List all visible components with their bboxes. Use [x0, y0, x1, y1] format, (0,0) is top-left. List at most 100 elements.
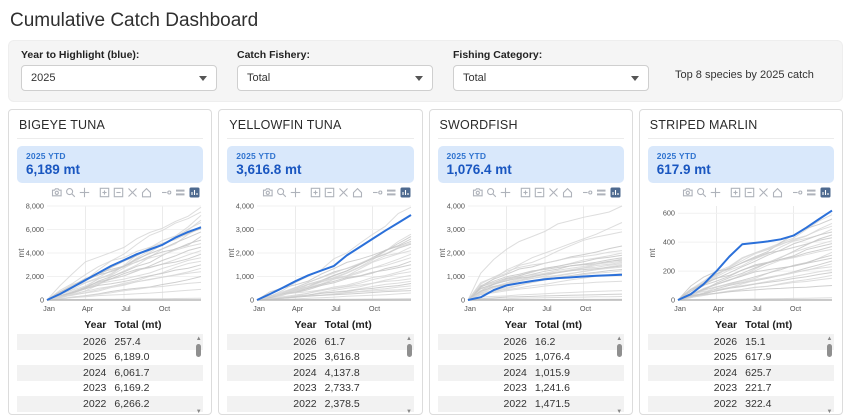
- zoom-icon[interactable]: [695, 187, 708, 198]
- zoom-in-icon[interactable]: [729, 187, 742, 198]
- camera-icon[interactable]: [261, 187, 274, 198]
- fishing-category-select[interactable]: Total: [453, 65, 649, 91]
- scroll-down-icon[interactable]: ▼: [827, 409, 833, 415]
- autoscale-icon[interactable]: [126, 187, 139, 198]
- table-scrollbar[interactable]: ▲▼: [405, 336, 414, 415]
- zoom-icon[interactable]: [275, 187, 288, 198]
- hover-closest-icon[interactable]: [371, 187, 384, 198]
- scroll-down-icon[interactable]: ▼: [196, 409, 202, 415]
- total-cell: 1,471.5: [531, 398, 624, 410]
- autoscale-icon[interactable]: [757, 187, 770, 198]
- year-highlight-select[interactable]: 2025: [21, 65, 217, 91]
- year-highlight-label: Year to Highlight (blue):: [21, 49, 217, 61]
- scrollbar-thumb[interactable]: [617, 344, 622, 357]
- zoom-in-icon[interactable]: [98, 187, 111, 198]
- scroll-up-icon[interactable]: ▲: [406, 336, 412, 342]
- zoom-in-icon[interactable]: [309, 187, 322, 198]
- svg-text:Apr: Apr: [502, 304, 514, 313]
- hover-closest-icon[interactable]: [581, 187, 594, 198]
- zoom-icon[interactable]: [485, 187, 498, 198]
- pan-icon[interactable]: [78, 187, 91, 198]
- hover-compare-icon[interactable]: [174, 187, 187, 198]
- table-row[interactable]: 20216,391.9: [17, 412, 203, 415]
- zoom-out-icon[interactable]: [533, 187, 546, 198]
- camera-icon[interactable]: [681, 187, 694, 198]
- camera-icon[interactable]: [50, 187, 63, 198]
- page-title: Cumulative Catch Dashboard: [10, 10, 843, 32]
- total-column-header: Total (mt): [321, 319, 414, 331]
- ytd-badge: 2025 YTD 3,616.8 mt: [227, 146, 413, 183]
- scroll-up-icon[interactable]: ▲: [196, 336, 202, 342]
- hover-compare-icon[interactable]: [595, 187, 608, 198]
- scroll-down-icon[interactable]: ▼: [616, 409, 622, 415]
- plotly-logo-icon[interactable]: [609, 187, 622, 198]
- scrollbar-thumb[interactable]: [407, 344, 412, 357]
- plotly-logo-icon[interactable]: [819, 187, 832, 198]
- scroll-down-icon[interactable]: ▼: [406, 409, 412, 415]
- scrollbar-thumb[interactable]: [196, 344, 201, 357]
- hover-closest-icon[interactable]: [791, 187, 804, 198]
- ytd-label: 2025 YTD: [26, 151, 194, 161]
- table-row[interactable]: 20212,433.7: [227, 412, 413, 415]
- plotly-logo-icon[interactable]: [399, 187, 412, 198]
- plotly-logo-icon[interactable]: [188, 187, 201, 198]
- table-scrollbar[interactable]: ▲▼: [194, 336, 203, 415]
- autoscale-icon[interactable]: [337, 187, 350, 198]
- table-scrollbar[interactable]: ▲▼: [825, 336, 834, 415]
- zoom-out-icon[interactable]: [743, 187, 756, 198]
- zoom-out-icon[interactable]: [323, 187, 336, 198]
- zoom-in-icon[interactable]: [519, 187, 532, 198]
- hover-compare-icon[interactable]: [385, 187, 398, 198]
- home-icon[interactable]: [351, 187, 364, 198]
- camera-icon[interactable]: [471, 187, 484, 198]
- home-icon[interactable]: [771, 187, 784, 198]
- autoscale-icon[interactable]: [547, 187, 560, 198]
- catch-fishery-select[interactable]: Total: [237, 65, 433, 91]
- pan-icon[interactable]: [499, 187, 512, 198]
- scrollbar-thumb[interactable]: [827, 344, 832, 357]
- hover-compare-icon[interactable]: [805, 187, 818, 198]
- hover-closest-icon[interactable]: [160, 187, 173, 198]
- year-cell: 2026: [438, 336, 531, 348]
- pan-icon[interactable]: [289, 187, 302, 198]
- total-cell: 4,137.8: [321, 367, 414, 379]
- table-row[interactable]: 20211,607.7: [438, 412, 624, 415]
- zoom-icon[interactable]: [64, 187, 77, 198]
- pan-icon[interactable]: [709, 187, 722, 198]
- zoom-out-icon[interactable]: [112, 187, 125, 198]
- home-icon[interactable]: [140, 187, 153, 198]
- table-row[interactable]: 2021303.1: [648, 412, 834, 415]
- ytd-value: 617.9 mt: [657, 162, 825, 177]
- table-scrollbar[interactable]: ▲▼: [615, 336, 624, 415]
- scroll-up-icon[interactable]: ▲: [827, 336, 833, 342]
- home-icon[interactable]: [561, 187, 574, 198]
- scroll-up-icon[interactable]: ▲: [616, 336, 622, 342]
